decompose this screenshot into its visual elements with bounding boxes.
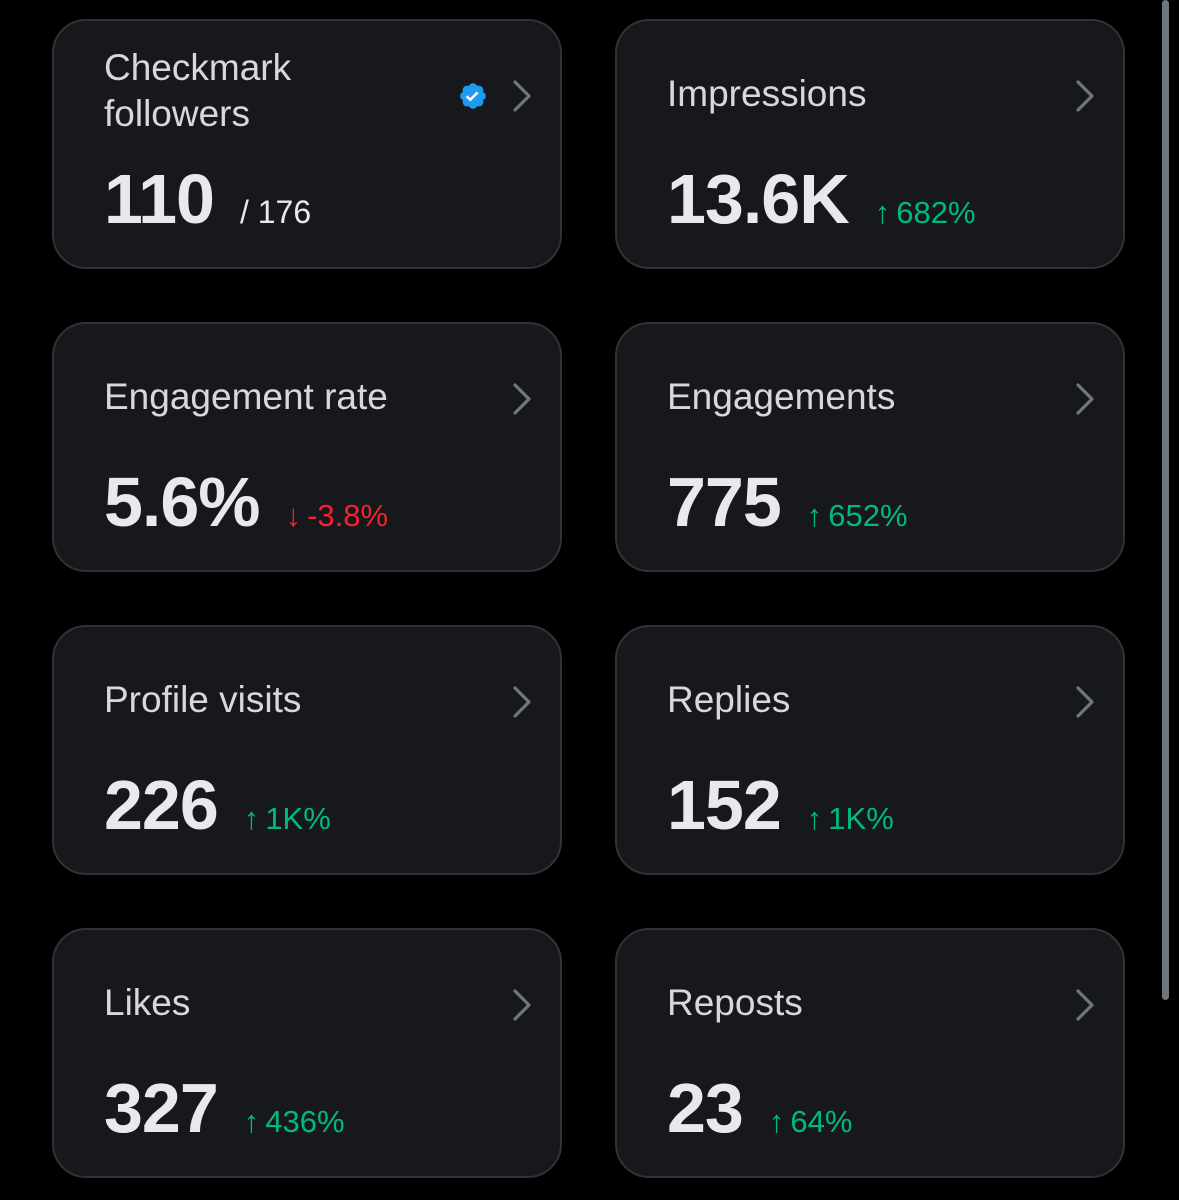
engagements-card[interactable]: Engagements 775 ↑ 652%: [615, 322, 1125, 572]
metric-value: 110: [104, 160, 215, 238]
value-row: 13.6K ↑ 682%: [667, 159, 976, 239]
arrow-up-icon: ↑: [806, 801, 823, 836]
change-value: -3.8%: [307, 498, 389, 533]
card-title: Profile visits: [104, 679, 302, 720]
engagement-rate-card[interactable]: Engagement rate 5.6% ↓ -3.8%: [52, 322, 562, 572]
verified-badge-icon: [458, 81, 488, 111]
card-title: Impressions: [667, 73, 867, 114]
change-indicator: ↑ 682%: [875, 195, 976, 231]
arrow-up-icon: ↑: [243, 1104, 260, 1139]
chevron-right-icon: [1073, 79, 1097, 113]
chevron-right-icon: [510, 79, 534, 113]
metric-value: 5.6%: [104, 463, 261, 541]
card-title: Engagements: [667, 376, 896, 417]
card-title: Engagement rate: [104, 376, 388, 417]
profile-visits-card[interactable]: Profile visits 226 ↑ 1K%: [52, 625, 562, 875]
likes-card[interactable]: Likes 327 ↑ 436%: [52, 928, 562, 1178]
arrow-down-icon: ↓: [285, 498, 302, 533]
metric-value: 23: [667, 1069, 744, 1147]
metric-total: / 176: [239, 194, 312, 230]
chevron-right-icon: [510, 685, 534, 719]
value-row: 110 / 176: [104, 159, 311, 239]
metric-value: 13.6K: [667, 160, 850, 238]
change-value: 682%: [896, 195, 976, 230]
metric-value: 152: [667, 766, 782, 844]
change-indicator: ↑ 1K%: [807, 801, 894, 837]
impressions-card[interactable]: Impressions 13.6K ↑ 682%: [615, 19, 1125, 269]
chevron-right-icon: [510, 382, 534, 416]
replies-card[interactable]: Replies 152 ↑ 1K%: [615, 625, 1125, 875]
change-indicator: ↑ 436%: [244, 1104, 345, 1140]
card-title: Likes: [104, 982, 191, 1023]
change-indicator: ↑ 64%: [769, 1104, 853, 1140]
chevron-right-icon: [1073, 382, 1097, 416]
chevron-right-icon: [1073, 685, 1097, 719]
scrollbar[interactable]: [1162, 0, 1169, 1000]
value-row: 226 ↑ 1K%: [104, 765, 331, 845]
arrow-up-icon: ↑: [768, 1104, 785, 1139]
change-indicator: ↑ 652%: [807, 498, 908, 534]
value-row: 327 ↑ 436%: [104, 1068, 345, 1148]
chevron-right-icon: [510, 988, 534, 1022]
chevron-right-icon: [1073, 988, 1097, 1022]
reposts-card[interactable]: Reposts 23 ↑ 64%: [615, 928, 1125, 1178]
checkmark-followers-card[interactable]: Checkmark followers 110 / 176: [52, 19, 562, 269]
arrow-up-icon: ↑: [243, 801, 260, 836]
change-value: 64%: [790, 1104, 853, 1139]
arrow-up-icon: ↑: [874, 195, 891, 230]
metric-value: 226: [104, 766, 219, 844]
card-title: Replies: [667, 679, 791, 720]
change-indicator: ↓ -3.8%: [286, 498, 388, 534]
change-value: 436%: [265, 1104, 345, 1139]
change-value: 1K%: [828, 801, 894, 836]
change-value: 1K%: [265, 801, 331, 836]
change-value: 652%: [828, 498, 908, 533]
metric-value: 775: [667, 463, 782, 541]
value-row: 23 ↑ 64%: [667, 1068, 852, 1148]
card-title: Checkmark followers: [104, 47, 292, 134]
change-indicator: ↑ 1K%: [244, 801, 331, 837]
value-row: 5.6% ↓ -3.8%: [104, 462, 388, 542]
value-row: 775 ↑ 652%: [667, 462, 908, 542]
value-row: 152 ↑ 1K%: [667, 765, 894, 845]
card-title: Reposts: [667, 982, 803, 1023]
metric-value: 327: [104, 1069, 219, 1147]
arrow-up-icon: ↑: [806, 498, 823, 533]
